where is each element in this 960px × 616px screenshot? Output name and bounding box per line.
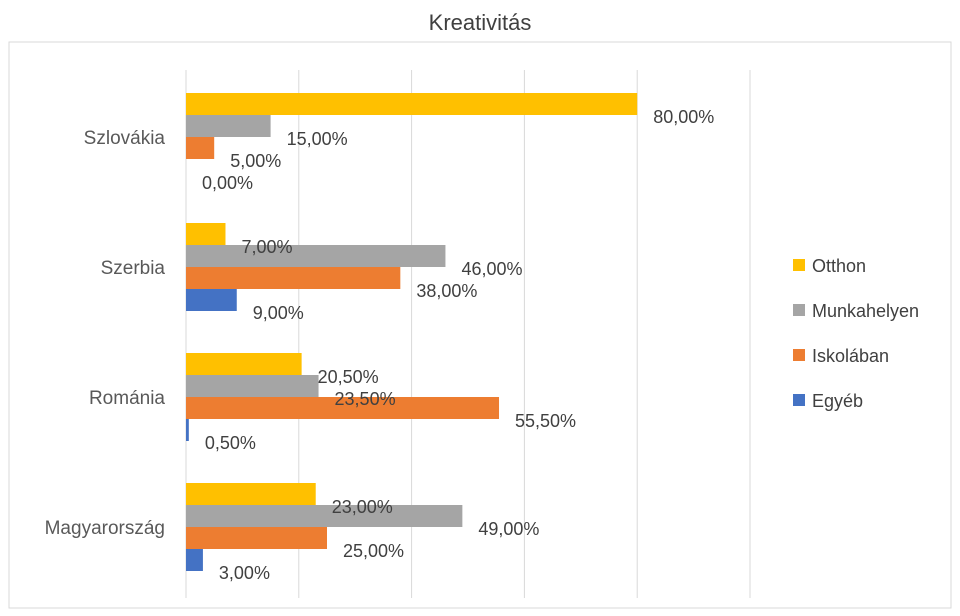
bar-otthon-szlovakia — [186, 93, 638, 115]
data-label: 80,00% — [653, 107, 714, 127]
bars — [186, 93, 638, 571]
data-label: 20,50% — [318, 367, 379, 387]
bar-iskolaban-romania — [186, 397, 500, 419]
category-label-magyarorszag: Magyarország — [45, 518, 165, 539]
bar-munkahelyen-romania — [186, 375, 319, 397]
data-labels: 80,00% 15,00% 5,00%0,00% 7,00% 46,00%38,00% 9… — [202, 107, 714, 583]
bar-munkahelyen-szlovakia — [186, 115, 271, 137]
legend-label-egyeb: Egyéb — [812, 391, 863, 411]
category-label-szerbia: Szerbia — [101, 258, 166, 279]
bar-egyeb-romania — [186, 419, 189, 441]
bar-munkahelyen-magyarorszag — [186, 505, 463, 527]
bar-munkahelyen-szerbia — [186, 245, 446, 267]
bar-egyeb-szerbia — [186, 289, 237, 311]
data-label: 23,50% — [335, 389, 396, 409]
category-labels: Szlovákia Szerbia Románia Magyarország — [45, 128, 166, 539]
data-label: 15,00% — [287, 129, 348, 149]
data-label: 55,50% — [515, 411, 576, 431]
data-label: 23,00% — [332, 497, 393, 517]
data-label: 5,00% — [230, 151, 281, 171]
legend-label-iskolaban: Iskolában — [812, 346, 889, 366]
data-label: 46,00% — [461, 259, 522, 279]
data-label: 0,50% — [205, 433, 256, 453]
chart-frame — [8, 41, 952, 609]
legend-label-otthon: Otthon — [812, 256, 866, 276]
chart-title: Kreativitás — [429, 10, 532, 35]
bar-otthon-romania — [186, 353, 302, 375]
bar-iskolaban-magyarorszag — [186, 527, 327, 549]
bar-otthon-szerbia — [186, 223, 226, 245]
data-label: 0,00% — [202, 173, 253, 193]
bar-iskolaban-szerbia — [186, 267, 401, 289]
bar-iskolaban-szlovakia — [186, 137, 215, 159]
legend-swatch-iskolaban — [793, 349, 805, 361]
category-label-romania: Románia — [89, 388, 165, 409]
legend-label-munkahelyen: Munkahelyen — [812, 301, 919, 321]
data-label: 38,00% — [416, 281, 477, 301]
data-label: 49,00% — [478, 519, 539, 539]
bar-egyeb-magyarorszag — [186, 549, 203, 571]
legend-swatch-munkahelyen — [793, 304, 805, 316]
category-label-szlovakia: Szlovákia — [84, 128, 166, 149]
data-label: 3,00% — [219, 563, 270, 583]
legend-swatch-otthon — [793, 259, 805, 271]
data-label: 9,00% — [253, 303, 304, 323]
legend: Otthon Munkahelyen Iskolában Egyéb — [793, 256, 919, 411]
legend-swatch-egyeb — [793, 394, 805, 406]
bar-otthon-magyarorszag — [186, 483, 316, 505]
data-label: 25,00% — [343, 541, 404, 561]
data-label: 7,00% — [241, 237, 292, 257]
